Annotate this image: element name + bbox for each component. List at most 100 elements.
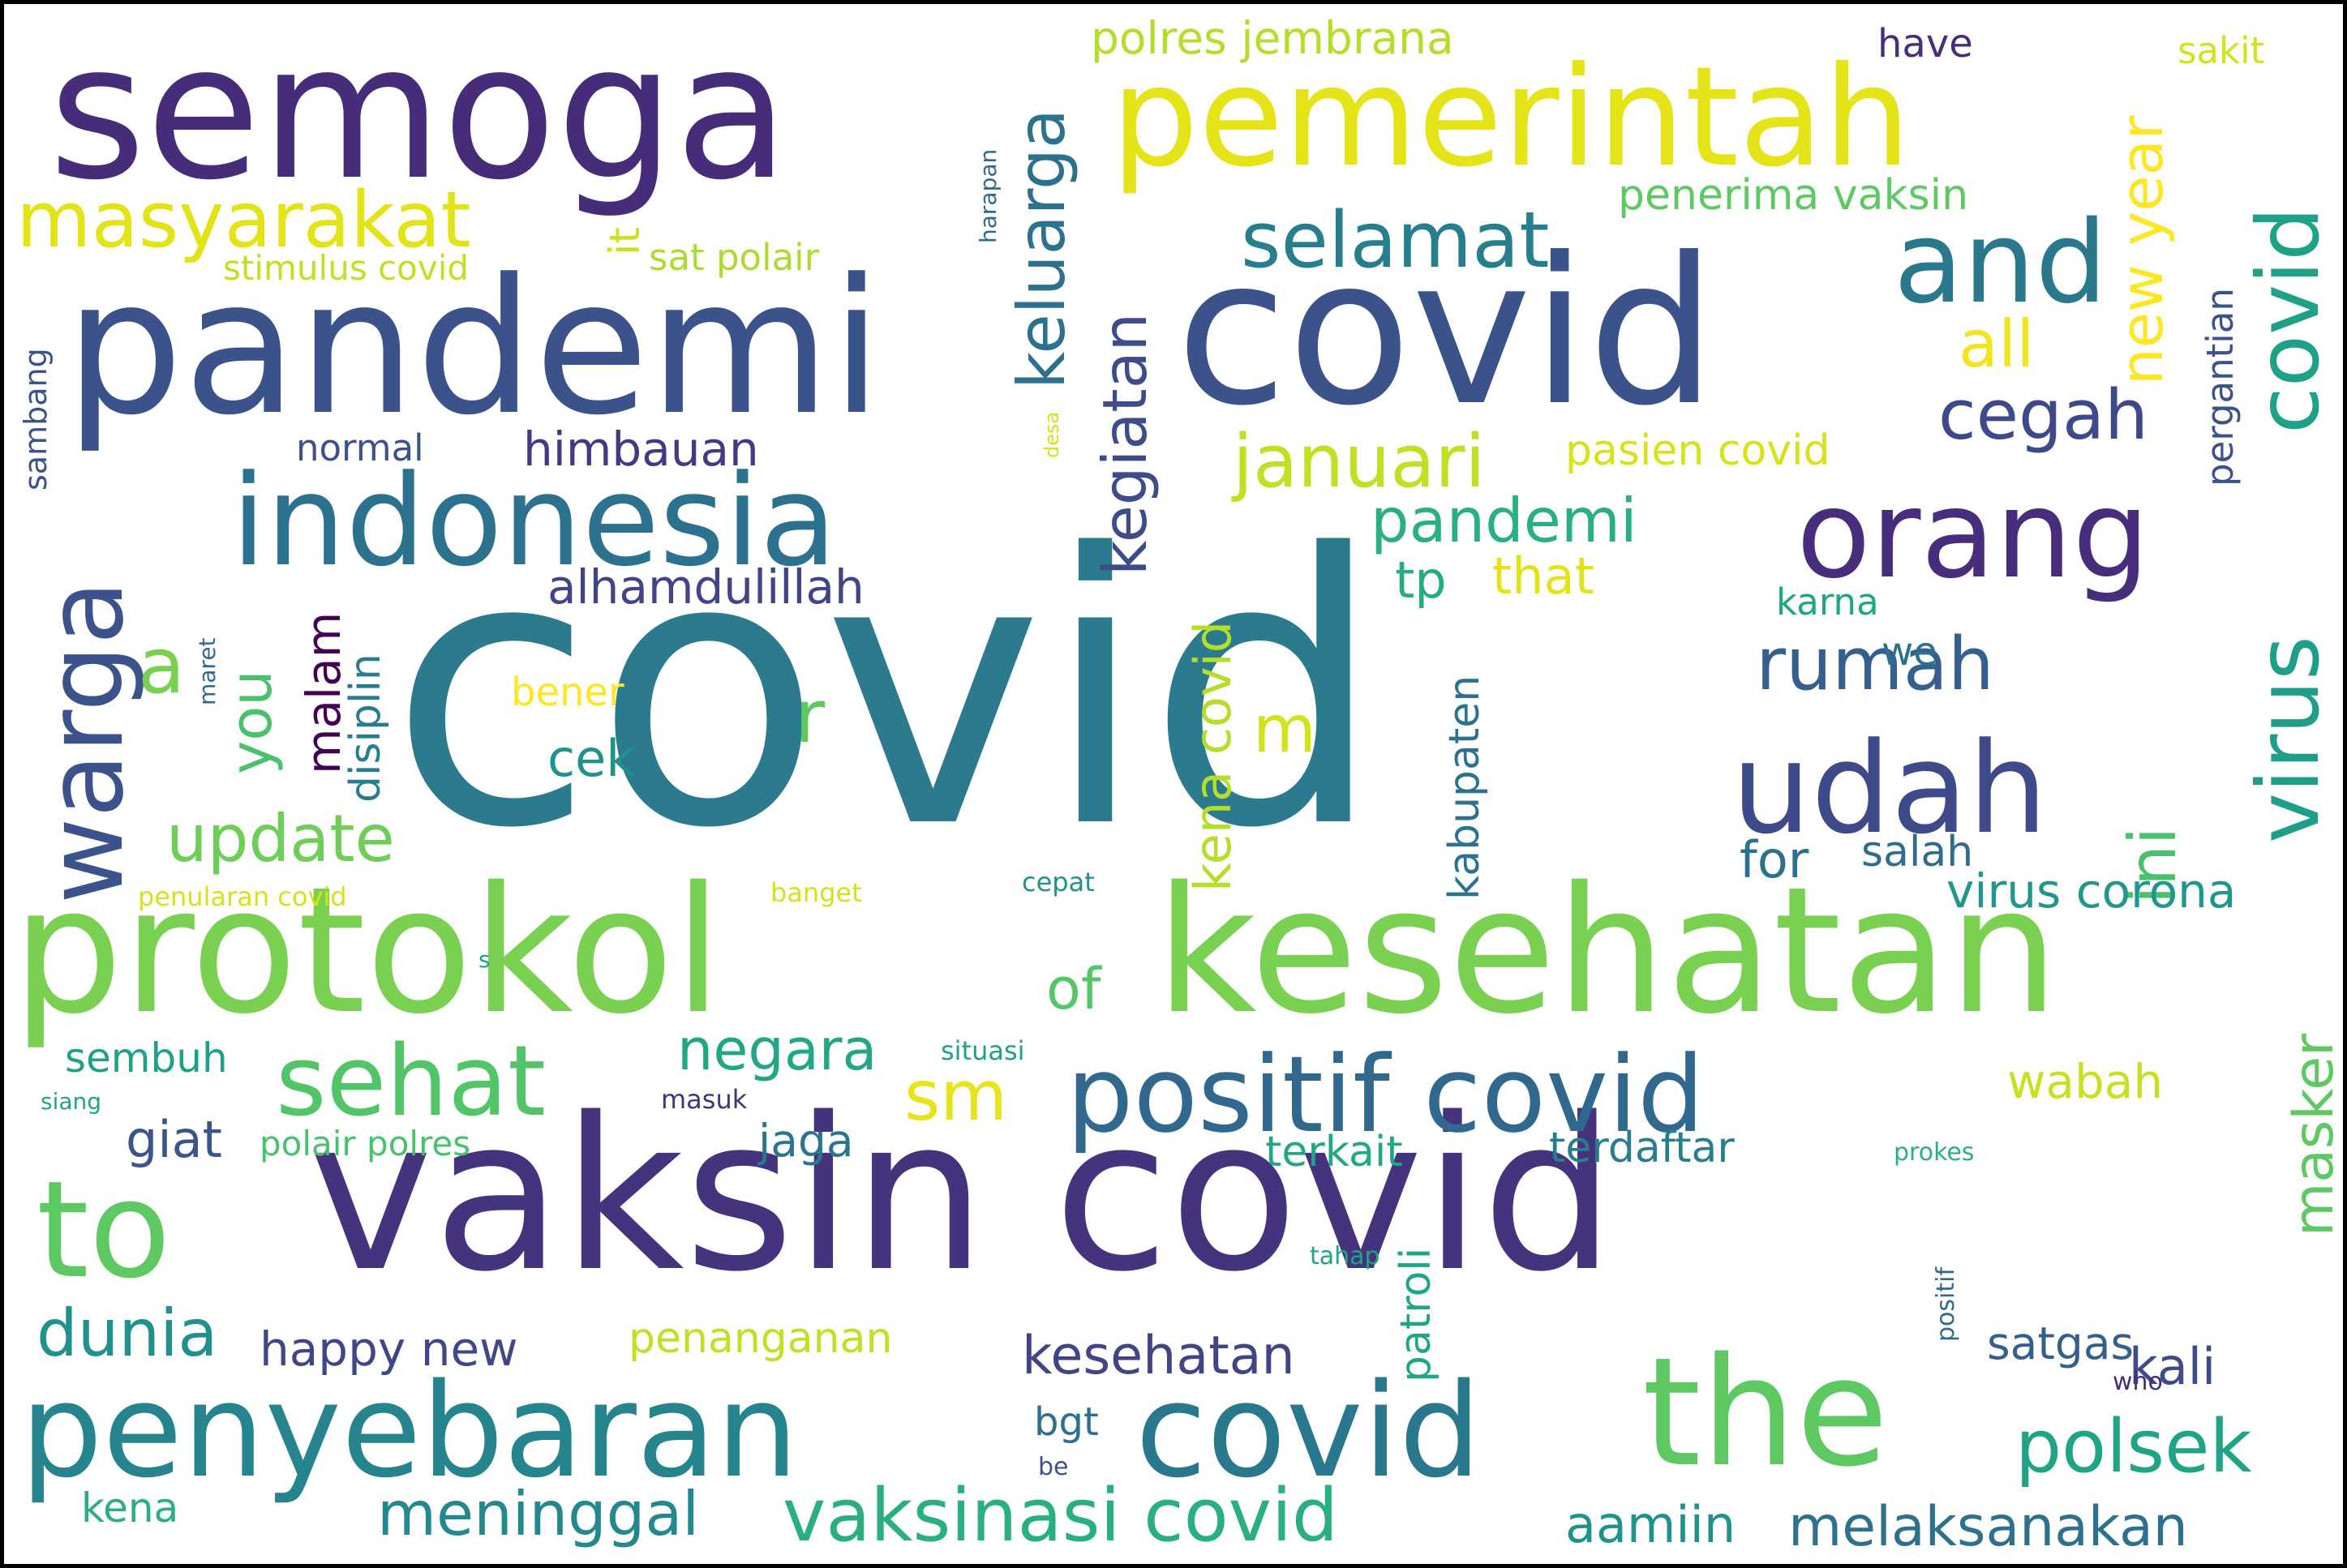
word-cegah: cegah: [1938, 375, 2148, 456]
word-covid-vertical: covid: [2239, 207, 2338, 434]
word-s: s: [478, 946, 491, 973]
word-pasien-covid: pasien covid: [1565, 426, 1830, 475]
word-virus-corona: virus corona: [1946, 863, 2237, 919]
word-disiplin: disiplin: [341, 653, 390, 803]
word-polair-polres: polair polres: [260, 1124, 471, 1163]
word-that: that: [1492, 546, 1594, 606]
word-happy-new: happy new: [260, 1322, 518, 1377]
word-covid-large: covid: [389, 476, 1384, 910]
word-polsek: polsek: [2015, 1404, 2252, 1489]
word-update: update: [166, 801, 395, 876]
word-semoga: semoga: [49, 5, 790, 221]
word-kali: kali: [2129, 1337, 2216, 1396]
word-penyebaran: penyebaran: [20, 1355, 799, 1506]
word-kesehatan-large: kesehatan: [1156, 849, 2059, 1052]
word-bgt: bgt: [1034, 1399, 1099, 1445]
word-masyarakat: masyarakat: [16, 176, 471, 265]
word-the: the: [1642, 1325, 1889, 1500]
word-salah: salah: [1861, 828, 1974, 876]
word-orang: orang: [1796, 465, 2150, 606]
word-tahap: tahap: [1310, 1242, 1380, 1270]
word-malam: malam: [296, 611, 351, 774]
word-meninggal: meninggal: [377, 1478, 700, 1549]
word-masker: masker: [2282, 1033, 2346, 1236]
word-you: you: [218, 670, 285, 774]
word-aamiin: aamiin: [1565, 1495, 1736, 1554]
word-virus: virus: [2239, 636, 2338, 843]
word-sm: sm: [904, 1056, 1008, 1137]
word-dunia: dunia: [36, 1296, 218, 1371]
word-new-year: new year: [2108, 115, 2176, 385]
word-jaga: jaga: [758, 1115, 854, 1167]
word-penerima-vaksin: penerima vaksin: [1618, 171, 1969, 220]
word-kena: kena: [81, 1484, 179, 1532]
word-rumah: rumah: [1756, 622, 1994, 707]
word-masuk: masuk: [661, 1084, 748, 1115]
word-sat-polair: sat polair: [649, 236, 820, 279]
word-penularan-covid: penularan covid: [138, 881, 347, 912]
word-and: and: [1894, 197, 2108, 329]
word-himbauan: himbauan: [523, 422, 759, 477]
word-warga: warga: [24, 580, 147, 904]
word-harapan: harapan: [975, 148, 1002, 243]
word-have: have: [1877, 21, 1973, 66]
word-for: for: [1740, 830, 1809, 889]
word-desa: desa: [1040, 411, 1063, 458]
word-kesehatan-small: kesehatan: [1022, 1326, 1295, 1386]
word-wabah: wabah: [2007, 1054, 2164, 1109]
word-januari: januari: [1233, 419, 1486, 504]
word-siang: siang: [41, 1088, 102, 1115]
word-pandemi-small: pandemi: [1371, 485, 1637, 556]
word-udah: udah: [1731, 715, 2048, 862]
word-cepat: cepat: [1022, 867, 1095, 898]
word-kegiatan: kegiatan: [1089, 312, 1161, 576]
word-negara: negara: [677, 1017, 877, 1083]
word-stimulus-covid: stimulus covid: [223, 248, 470, 288]
word-satgas: satgas: [1987, 1317, 2135, 1369]
word-situasi: situasi: [941, 1035, 1025, 1066]
word-covid-lower: covid: [1135, 1355, 1482, 1506]
word-sembuh: sembuh: [65, 1035, 228, 1082]
word-who: who: [2113, 1368, 2163, 1396]
word-melaksanakan: melaksanakan: [1788, 1495, 2188, 1559]
word-of: of: [1046, 956, 1101, 1022]
word-kabupaten: kabupaten: [1440, 675, 1489, 900]
word-covid-upper: covid: [1176, 214, 1717, 450]
word-sambang: sambang: [18, 348, 54, 491]
word-polres-jembrana: polres jembrana: [1091, 12, 1454, 64]
word-positif-covid: positif covid: [1066, 1033, 1705, 1156]
word-protokol: protokol: [12, 849, 723, 1052]
word-patroli: patroli: [1392, 1247, 1440, 1382]
word-penanganan: penanganan: [629, 1314, 893, 1363]
word-terdaftar: terdaftar: [1549, 1124, 1735, 1172]
word-to: to: [36, 1152, 171, 1308]
word-pergantian: pergantian: [2199, 288, 2242, 486]
word-it: it: [601, 227, 650, 255]
word-karna: karna: [1776, 581, 1879, 623]
word-be: be: [1038, 1453, 1069, 1481]
word-vaksinasi-covid: vaksinasi covid: [783, 1473, 1339, 1558]
word-terkait: terkait: [1265, 1128, 1403, 1176]
word-selamat: selamat: [1241, 196, 1550, 285]
word-keluarga: keluarga: [1004, 109, 1079, 389]
word-all: all: [1959, 306, 2035, 382]
word-a: a: [138, 622, 186, 711]
word-vaksin-covid: vaksin covid: [308, 1073, 1616, 1318]
word-maret: maret: [194, 637, 221, 705]
word-kena-covid: kena covid: [1183, 620, 1242, 892]
word-pemerintah: pemerintah: [1111, 37, 1911, 198]
word-r: r: [795, 675, 826, 760]
word-alhamdulillah: alhamdulillah: [547, 559, 865, 615]
word-cek: cek: [547, 729, 636, 788]
word-pandemi: pandemi: [65, 240, 883, 456]
word-we: we: [1881, 629, 1937, 675]
word-banget: banget: [770, 877, 862, 908]
word-bener: bener: [511, 670, 624, 715]
word-sakit: sakit: [2178, 29, 2265, 72]
word-tp: tp: [1395, 551, 1447, 610]
word-giat: giat: [126, 1110, 222, 1169]
word-indonesia: indonesia: [231, 448, 837, 594]
word-sehat: sehat: [276, 1026, 546, 1138]
word-normal: normal: [296, 426, 424, 469]
